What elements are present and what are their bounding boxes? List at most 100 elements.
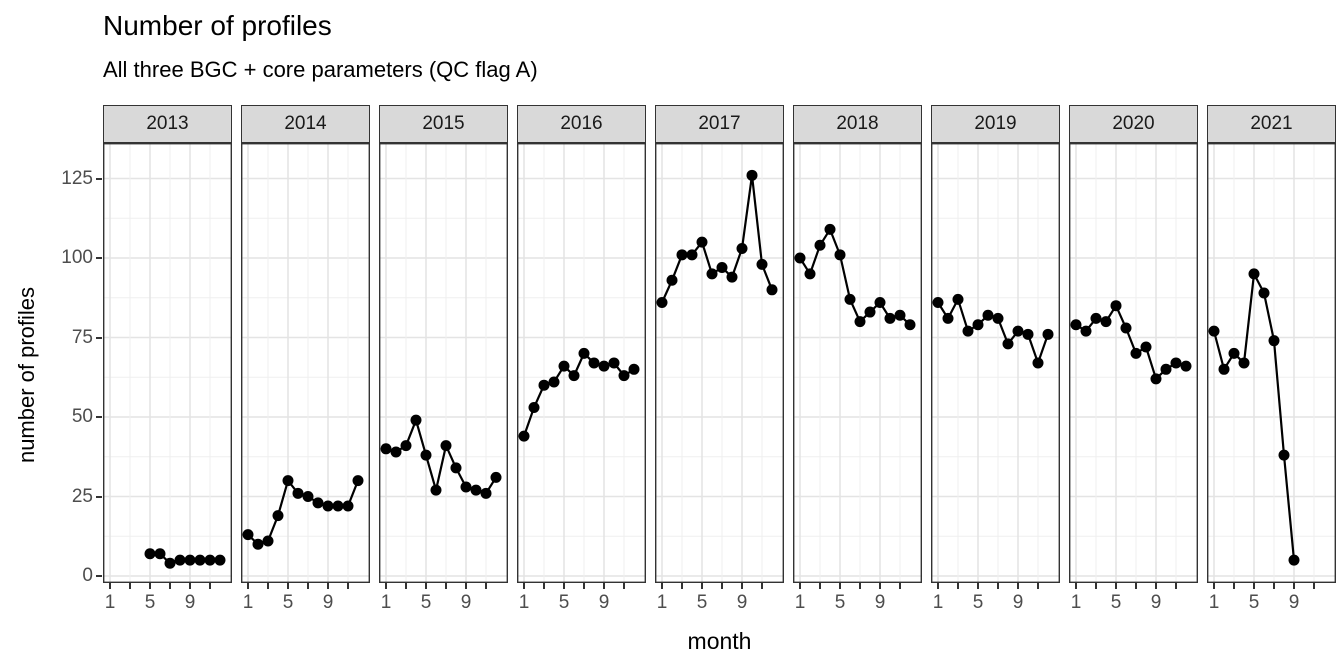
x-tick-mark [347,583,349,589]
data-point [992,312,1004,324]
data-point [528,401,540,413]
facet-strip: 2017 [655,105,784,143]
data-point [1180,360,1192,372]
x-tick-label: 9 [874,592,886,613]
data-point [390,446,402,458]
data-point [194,554,206,566]
y-tick-mark [96,416,102,418]
x-tick-mark [1175,583,1177,589]
facet-2019: 2019 1 5 9 [931,105,1060,643]
data-point [686,249,698,261]
x-tick-label: 5 [282,592,294,613]
data-point [608,357,620,369]
x-tick-mark [1155,583,1157,589]
data-point [1110,300,1122,312]
x-tick-mark [1273,583,1275,589]
x-tick-mark [603,583,605,589]
x-tick-mark [209,583,211,589]
x-axis: 1 5 9 [241,583,370,643]
data-point [834,249,846,261]
data-point [1070,319,1082,331]
y-tick-mark [96,495,102,498]
data-point [262,535,274,547]
x-tick-mark [1233,583,1235,589]
data-point [766,284,778,296]
x-tick-label: 5 [1110,592,1122,613]
x-tick-mark [523,583,525,589]
data-point [1248,268,1260,280]
x-axis: 1 5 9 [103,583,232,643]
facet-panel [1069,143,1198,583]
x-tick-mark [721,583,723,589]
x-tick-mark [1017,583,1019,589]
facet-2021: 2021 1 5 9 [1207,105,1336,643]
data-point [450,462,462,474]
facet-strip: 2019 [931,105,1060,143]
data-point [676,249,688,261]
x-tick-mark [899,583,901,589]
x-tick-mark [385,583,387,589]
data-point [962,325,974,337]
x-tick-label: 1 [104,592,116,613]
facet-panel [931,143,1060,583]
data-point [470,484,482,496]
data-point [598,360,610,372]
data-point [144,548,156,560]
data-point [1012,325,1024,337]
data-point [824,223,836,235]
x-tick-mark [623,583,625,589]
x-axis: 1 5 9 [793,583,922,643]
data-point [588,357,600,369]
data-point [1208,325,1220,337]
data-point [1238,357,1250,369]
y-tick-mark [96,575,102,577]
data-point [400,440,412,452]
data-point [1268,335,1280,347]
x-tick-mark [681,583,683,589]
x-tick-label: 9 [1288,592,1300,613]
x-tick-label: 9 [460,592,472,613]
x-tick-mark [247,583,249,589]
data-point [292,487,304,499]
y-tick-label: 50 [71,406,93,427]
x-tick-mark [169,583,171,589]
x-tick-mark [307,583,309,589]
data-point [628,363,640,375]
x-tick-mark [799,583,801,589]
y-tick-label: 75 [71,326,93,348]
x-tick-label: 1 [932,592,944,613]
data-point [242,529,254,541]
data-point [1120,322,1132,334]
data-point [904,319,916,331]
facet-2015: 2015 1 5 9 [379,105,508,643]
data-point [430,484,442,496]
x-tick-mark [267,583,269,589]
data-point [716,262,728,274]
facet-strip: 2021 [1207,105,1336,143]
x-tick-mark [543,583,545,589]
data-point [154,548,166,560]
data-point [618,370,630,382]
y-tick-mark [96,257,102,259]
data-point [420,449,432,461]
x-tick-label: 5 [420,592,432,613]
data-point [578,347,590,359]
data-point [1160,363,1172,375]
x-tick-mark [1293,583,1295,589]
y-tick-mark [96,177,102,180]
y-tick-label: 125 [61,167,93,189]
x-tick-mark [149,583,151,589]
data-point [982,309,994,321]
data-point [942,312,954,324]
data-point [884,312,896,324]
data-point [696,236,708,248]
data-point [282,475,294,487]
x-tick-label: 1 [242,592,254,613]
data-point [1170,357,1182,369]
data-point [1100,316,1112,328]
facet-panel [1207,143,1336,583]
facet-strip: 2014 [241,105,370,143]
data-point [854,316,866,328]
x-tick-label: 5 [834,592,846,613]
